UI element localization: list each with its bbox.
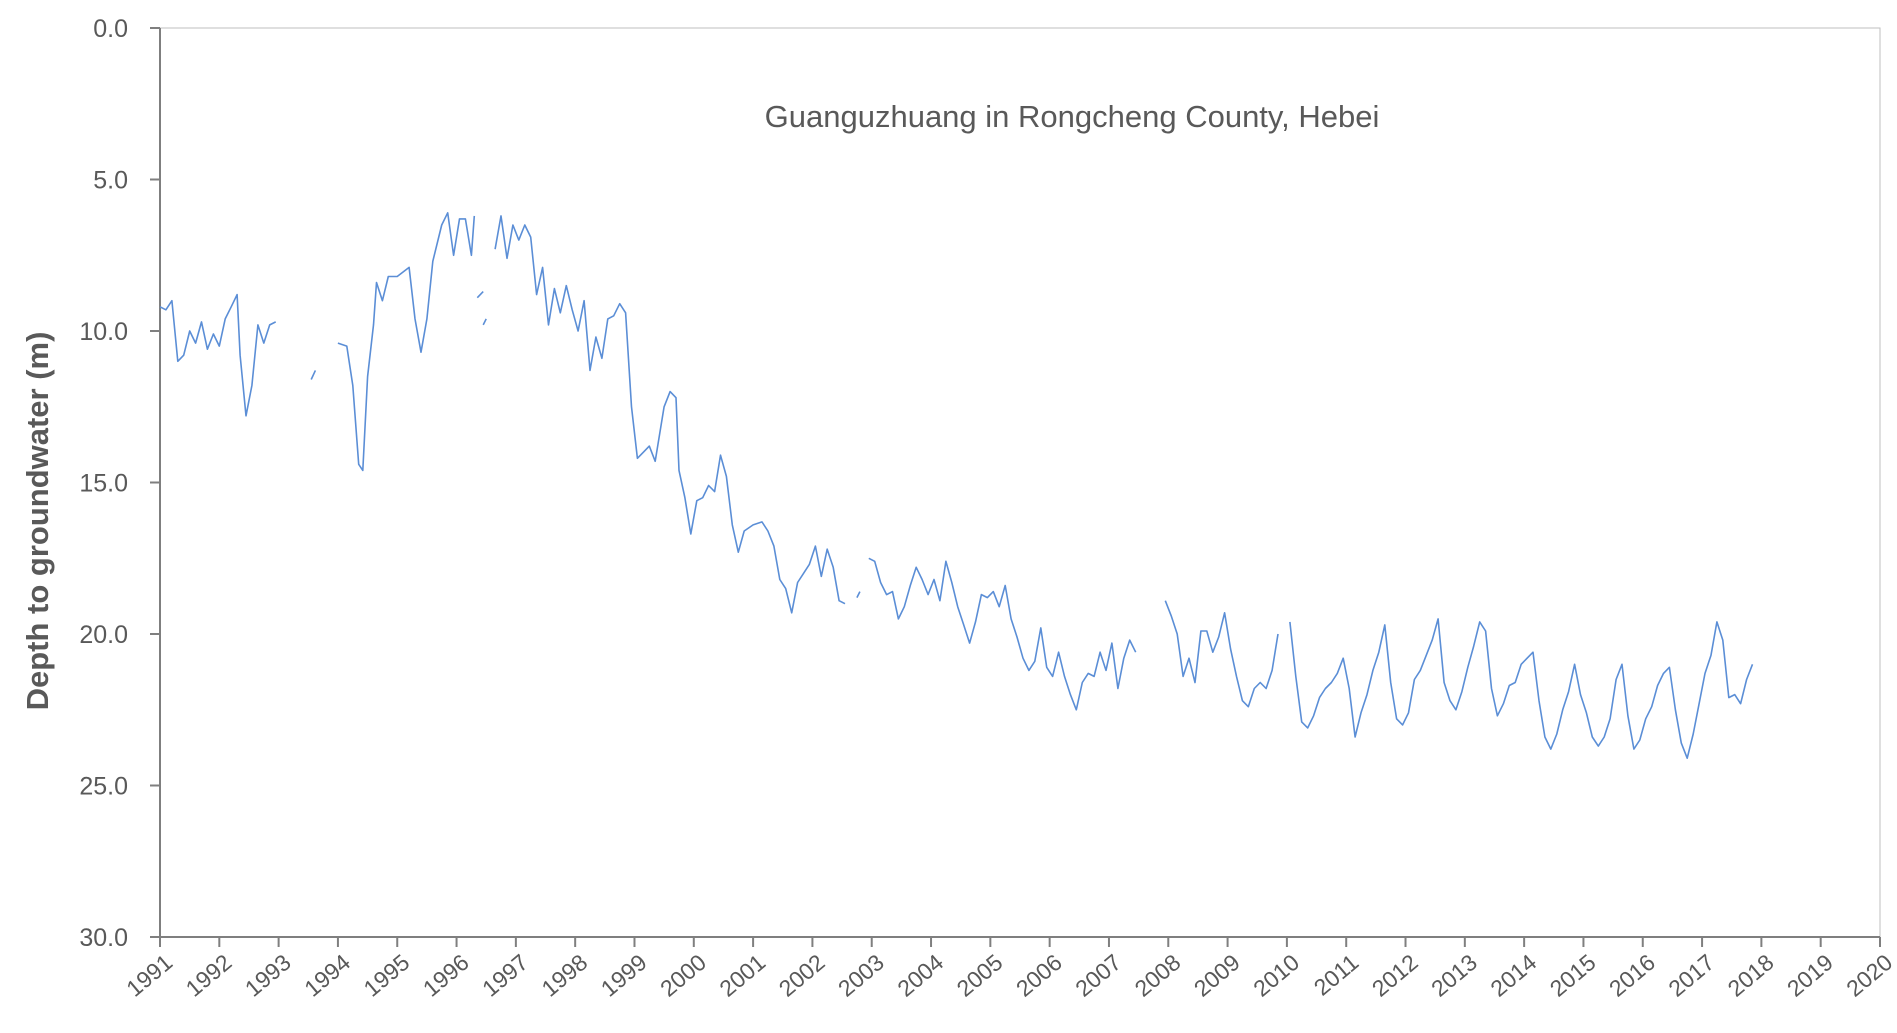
x-tick-label: 2007 [1070,949,1126,1002]
x-tick-label: 2018 [1723,949,1779,1002]
x-tick-label: 2004 [892,949,948,1002]
x-tick-label: 1996 [418,949,474,1002]
y-tick-label: 0.0 [93,15,128,43]
x-tick-label: 2017 [1663,949,1719,1002]
x-tick-label: 2003 [833,949,889,1002]
x-tick-label: 2011 [1309,949,1364,1001]
plot-border [159,27,1881,938]
x-tick-label: 2005 [952,949,1008,1002]
x-tick-label: 2015 [1545,949,1601,1002]
x-tick-label: 2002 [774,949,830,1002]
series-line-segment [1289,618,1754,760]
y-tick-label: 15.0 [79,470,128,498]
series-line-segment [868,557,1137,711]
x-tick-label: 1995 [359,949,415,1002]
x-tick-label: 2006 [1011,949,1067,1002]
x-tick-label: 1998 [536,949,592,1002]
y-tick-label: 10.0 [79,318,128,346]
x-tick-label: 2019 [1782,949,1838,1002]
series-line-segment [310,370,317,380]
x-tick-label: 1991 [121,949,177,1002]
x-tick-label: 2012 [1367,949,1423,1002]
series-line-segment [159,293,277,417]
y-axis-title: Depth to groundwater (m) [20,332,55,711]
x-tick-label: 2014 [1485,949,1541,1002]
x-tick-label: 2016 [1604,949,1660,1002]
series-line-segment [337,212,476,472]
y-tick-label: 25.0 [79,773,128,801]
x-tick-label: 2001 [714,949,770,1002]
series-line-segment [494,215,846,614]
series-line-segment [482,318,487,326]
y-tick-label: 5.0 [93,167,128,195]
x-tick-label: 1993 [240,949,296,1002]
series-line-segment [476,291,484,299]
x-tick-label: 1994 [299,949,355,1002]
x-tick-label: 1997 [477,949,533,1002]
y-tick-label: 20.0 [79,621,128,649]
y-tick-label: 30.0 [79,924,128,952]
series-line-segment [1164,600,1279,708]
chart-title: Guanguzhuang in Rongcheng County, Hebei [765,99,1380,134]
series-line-segment [856,591,861,598]
x-tick-label: 2013 [1426,949,1482,1002]
x-tick-label: 2009 [1189,949,1245,1002]
x-tick-label: 2000 [655,949,711,1002]
x-tick-label: 2010 [1248,949,1304,1002]
x-tick-label: 1999 [596,949,652,1002]
x-tick-label: 2020 [1841,949,1897,1002]
x-tick-label: 1992 [181,949,237,1002]
x-tick-label: 2008 [1130,949,1186,1002]
